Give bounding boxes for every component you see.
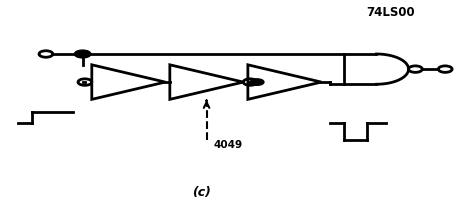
Circle shape	[74, 50, 91, 58]
Circle shape	[250, 79, 264, 85]
Text: (c): (c)	[192, 186, 212, 199]
Text: 74LS00: 74LS00	[366, 6, 414, 19]
Text: 4049: 4049	[213, 140, 242, 150]
